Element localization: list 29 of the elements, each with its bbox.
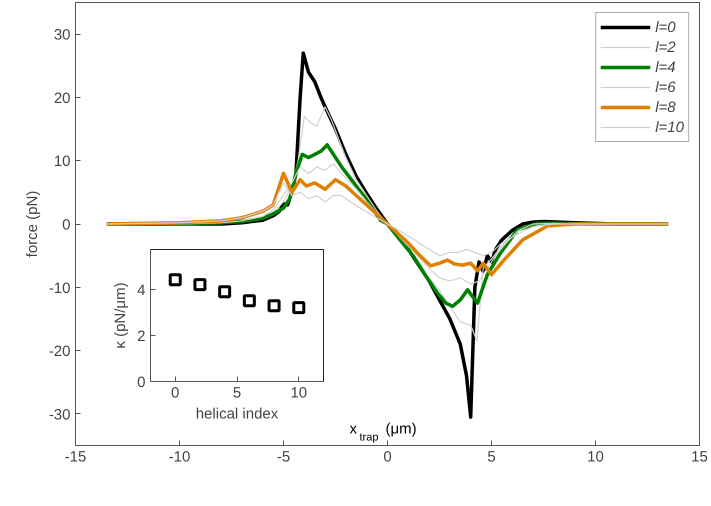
x-tick-label: 10 (587, 448, 604, 466)
x-tick-label: 0 (383, 448, 392, 466)
y-tick-label: -20 (48, 343, 71, 360)
x-tick-label: 15 (691, 448, 708, 466)
x-axis-title: helical index (196, 406, 279, 422)
legend-label: l=2 (655, 38, 676, 56)
y-tick-label: 30 (54, 26, 71, 44)
y-tick-label: -10 (48, 280, 71, 297)
y-tick-label: 10 (54, 153, 71, 170)
y-tick-label: 20 (54, 90, 71, 107)
y-tick-label: 2 (137, 328, 146, 346)
legend-label: l=0 (655, 18, 676, 36)
y-tick-label: 0 (137, 374, 146, 391)
legend-label: l=4 (655, 58, 676, 76)
x-tick-label: 5 (487, 448, 496, 466)
x-tick-label: -5 (276, 448, 290, 466)
x-tick-label: 0 (171, 384, 180, 402)
x-tick-label: -15 (64, 448, 86, 466)
y-tick-label: 0 (62, 216, 70, 234)
x-tick-label: 10 (290, 384, 308, 402)
y-tick-label: 4 (137, 282, 146, 300)
y-tick-label: -30 (48, 406, 71, 424)
legend-label: l=10 (655, 118, 684, 136)
x-tick-label: 5 (232, 384, 242, 402)
y-axis-title: force (pN) (24, 190, 41, 258)
legend-label: l=6 (655, 78, 676, 96)
x-tick-label: -10 (168, 448, 190, 466)
legend-label: l=8 (655, 98, 676, 116)
y-axis-title: κ (pN/μm) (112, 282, 130, 349)
